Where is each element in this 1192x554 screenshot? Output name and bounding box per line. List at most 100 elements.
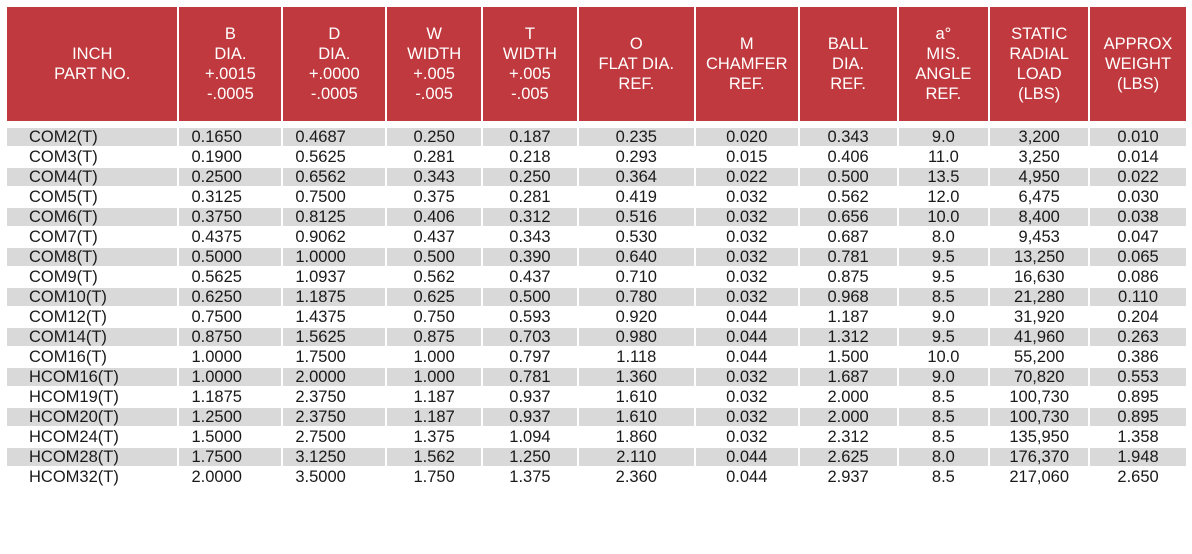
cell-mis-angle: 12.0 [898, 188, 989, 206]
cell-static-radial-load: 16,630 [990, 268, 1089, 286]
cell-d-dia: 0.8125 [283, 208, 386, 226]
table-row: COM5(T) 0.3125 0.7500 0.375 0.281 0.419 0.032 0… [7, 188, 1186, 206]
cell-t-width: 0.312 [483, 208, 577, 226]
cell-d-dia: 0.6562 [283, 168, 386, 186]
cell-d-dia: 1.7500 [283, 348, 386, 366]
cell-approx-weight: 0.895 [1090, 388, 1186, 406]
cell-w-width: 1.750 [387, 468, 482, 486]
header-b-dia: B DIA. +.0015 -.0005 [179, 7, 282, 121]
cell-o-flat-dia: 0.920 [578, 308, 694, 326]
cell-part-no: HCOM16(T) [7, 368, 178, 386]
cell-t-width: 0.593 [483, 308, 577, 326]
cell-t-width: 0.250 [483, 168, 577, 186]
cell-mis-angle: 10.0 [898, 348, 989, 366]
header-m-chamfer: M CHAMFER REF. [695, 7, 798, 121]
spacer-cell [179, 123, 282, 126]
header-ball-dia: BALL DIA. REF. [799, 7, 897, 121]
cell-part-no: COM10(T) [7, 288, 178, 306]
cell-part-no: HCOM24(T) [7, 428, 178, 446]
cell-approx-weight: 0.204 [1090, 308, 1186, 326]
cell-t-width: 0.343 [483, 228, 577, 246]
cell-w-width: 0.875 [387, 328, 482, 346]
cell-o-flat-dia: 0.980 [578, 328, 694, 346]
cell-b-dia: 1.5000 [179, 428, 282, 446]
cell-part-no: HCOM20(T) [7, 408, 178, 426]
cell-part-no: COM9(T) [7, 268, 178, 286]
cell-ball-dia: 0.406 [799, 148, 897, 166]
header-t-width: T WIDTH +.005 -.005 [483, 7, 577, 121]
cell-t-width: 0.281 [483, 188, 577, 206]
cell-approx-weight: 2.650 [1090, 468, 1186, 486]
cell-ball-dia: 0.500 [799, 168, 897, 186]
cell-w-width: 1.000 [387, 348, 482, 366]
cell-approx-weight: 0.110 [1090, 288, 1186, 306]
table-row: COM9(T) 0.5625 1.0937 0.562 0.437 0.710 0.032 0… [7, 268, 1186, 286]
table-row: COM12(T) 0.7500 1.4375 0.750 0.593 0.920 0.044… [7, 308, 1186, 326]
cell-mis-angle: 8.5 [898, 408, 989, 426]
cell-m-chamfer: 0.032 [695, 408, 798, 426]
cell-approx-weight: 0.553 [1090, 368, 1186, 386]
cell-approx-weight: 1.948 [1090, 448, 1186, 466]
cell-approx-weight: 0.047 [1090, 228, 1186, 246]
cell-m-chamfer: 0.044 [695, 468, 798, 486]
cell-m-chamfer: 0.022 [695, 168, 798, 186]
cell-t-width: 0.797 [483, 348, 577, 366]
cell-b-dia: 0.2500 [179, 168, 282, 186]
cell-m-chamfer: 0.032 [695, 208, 798, 226]
cell-mis-angle: 8.0 [898, 448, 989, 466]
cell-mis-angle: 9.5 [898, 248, 989, 266]
cell-w-width: 0.406 [387, 208, 482, 226]
cell-m-chamfer: 0.032 [695, 388, 798, 406]
cell-w-width: 0.281 [387, 148, 482, 166]
cell-ball-dia: 0.656 [799, 208, 897, 226]
table-row: COM4(T) 0.2500 0.6562 0.343 0.250 0.364 0.022 0… [7, 168, 1186, 186]
cell-b-dia: 0.4375 [179, 228, 282, 246]
cell-d-dia: 2.0000 [283, 368, 386, 386]
cell-t-width: 0.437 [483, 268, 577, 286]
cell-o-flat-dia: 0.364 [578, 168, 694, 186]
cell-static-radial-load: 3,250 [990, 148, 1089, 166]
cell-b-dia: 0.3125 [179, 188, 282, 206]
header-row: INCH PART NO. B DIA. +.0015 -.0005 D DIA… [7, 7, 1186, 121]
cell-d-dia: 3.5000 [283, 468, 386, 486]
cell-mis-angle: 8.5 [898, 388, 989, 406]
spacer-cell [695, 123, 798, 126]
cell-mis-angle: 8.5 [898, 468, 989, 486]
cell-t-width: 0.218 [483, 148, 577, 166]
cell-mis-angle: 8.5 [898, 288, 989, 306]
cell-static-radial-load: 100,730 [990, 388, 1089, 406]
cell-ball-dia: 1.312 [799, 328, 897, 346]
cell-part-no: HCOM32(T) [7, 468, 178, 486]
cell-b-dia: 0.5000 [179, 248, 282, 266]
table-row: HCOM28(T) 1.7500 3.1250 1.562 1.250 2.110 0.04… [7, 448, 1186, 466]
cell-part-no: COM6(T) [7, 208, 178, 226]
cell-part-no: COM12(T) [7, 308, 178, 326]
cell-d-dia: 1.4375 [283, 308, 386, 326]
cell-approx-weight: 0.038 [1090, 208, 1186, 226]
cell-d-dia: 0.7500 [283, 188, 386, 206]
cell-b-dia: 1.7500 [179, 448, 282, 466]
cell-ball-dia: 0.968 [799, 288, 897, 306]
cell-o-flat-dia: 0.235 [578, 128, 694, 146]
cell-d-dia: 1.0000 [283, 248, 386, 266]
cell-static-radial-load: 70,820 [990, 368, 1089, 386]
cell-o-flat-dia: 2.360 [578, 468, 694, 486]
spacer-cell [7, 123, 178, 126]
table-row: HCOM32(T) 2.0000 3.5000 1.750 1.375 2.360 0.04… [7, 468, 1186, 486]
cell-static-radial-load: 13,250 [990, 248, 1089, 266]
cell-static-radial-load: 55,200 [990, 348, 1089, 366]
cell-b-dia: 1.2500 [179, 408, 282, 426]
cell-ball-dia: 1.687 [799, 368, 897, 386]
header-w-width: W WIDTH +.005 -.005 [387, 7, 482, 121]
table-row: HCOM24(T) 1.5000 2.7500 1.375 1.094 1.860 0.03… [7, 428, 1186, 446]
table-row: COM8(T) 0.5000 1.0000 0.500 0.390 0.640 0.032 0… [7, 248, 1186, 266]
cell-m-chamfer: 0.032 [695, 368, 798, 386]
cell-ball-dia: 2.000 [799, 408, 897, 426]
table-row: COM10(T) 0.6250 1.1875 0.625 0.500 0.780 0.032… [7, 288, 1186, 306]
cell-part-no: COM2(T) [7, 128, 178, 146]
cell-static-radial-load: 41,960 [990, 328, 1089, 346]
cell-approx-weight: 0.065 [1090, 248, 1186, 266]
spacer-cell [1090, 123, 1186, 126]
cell-ball-dia: 2.312 [799, 428, 897, 446]
table-row: COM16(T) 1.0000 1.7500 1.000 0.797 1.118 0.044… [7, 348, 1186, 366]
